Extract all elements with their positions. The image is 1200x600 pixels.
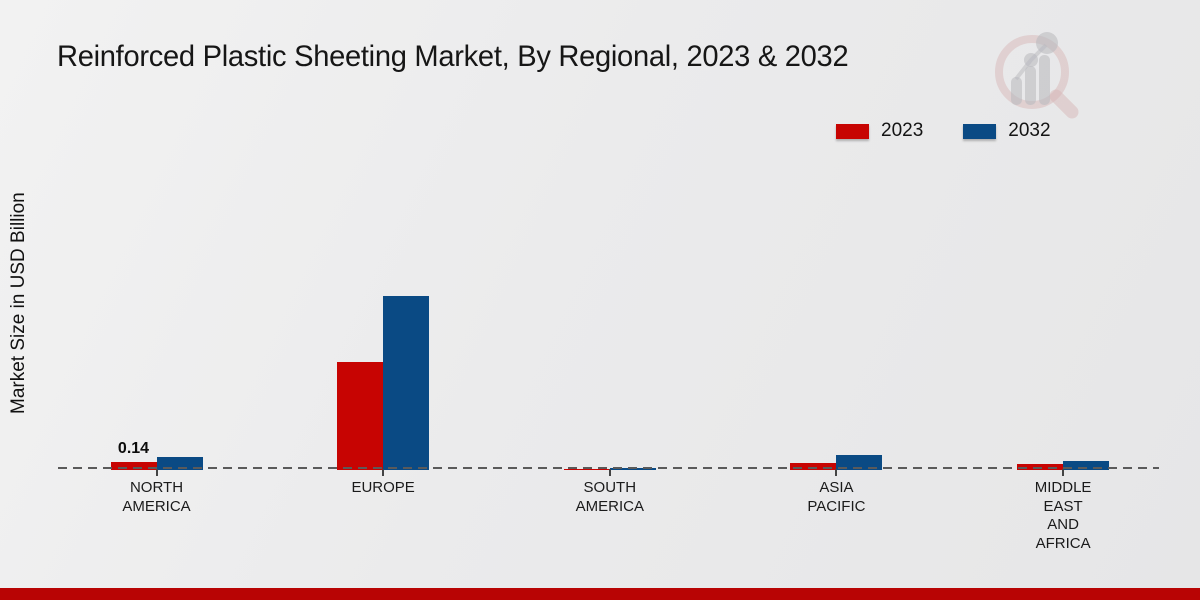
footer-accent-bar (0, 588, 1200, 600)
legend: 2023 2032 (836, 120, 1051, 142)
bar-value-label: 0.14 (117, 440, 150, 457)
bar-2023-north-america (110, 462, 157, 470)
bar-2032-asia-pacific (836, 455, 883, 470)
bar-2023-south-america (563, 469, 610, 470)
bar-2032-north-america (156, 457, 203, 470)
zero-baseline (58, 467, 1159, 469)
x-tick-asia-pacific (835, 469, 838, 476)
legend-label-2032: 2032 (1008, 120, 1051, 141)
x-tick-south-america (608, 469, 611, 476)
legend-item-2023: 2023 (836, 120, 923, 142)
bar-2023-europe (337, 362, 384, 470)
x-label-middle-east-and-africa: MIDDLE EAST AND AFRICA (1034, 479, 1092, 552)
x-tick-europe (382, 469, 385, 476)
bar-2032-middle-east-and-africa (1063, 461, 1110, 470)
x-label-north-america: NORTH AMERICA (122, 479, 191, 515)
legend-label-2023: 2023 (881, 120, 924, 141)
x-tick-middle-east-and-africa (1062, 469, 1065, 476)
legend-swatch-2023 (836, 123, 869, 139)
market-research-logo-icon (995, 32, 1079, 119)
x-label-south-america: SOUTH AMERICA (575, 479, 644, 515)
legend-swatch-2032 (963, 123, 997, 139)
bar-2032-europe (383, 296, 430, 470)
x-label-asia-pacific: ASIA PACIFIC (807, 479, 866, 515)
bar-2032-south-america (609, 468, 656, 470)
bar-2023-asia-pacific (790, 463, 837, 470)
legend-item-2032: 2032 (963, 120, 1051, 142)
x-label-europe: EUROPE (351, 479, 415, 496)
x-tick-north-america (155, 469, 158, 476)
chart-title: Reinforced Plastic Sheeting Market, By R… (57, 40, 849, 73)
